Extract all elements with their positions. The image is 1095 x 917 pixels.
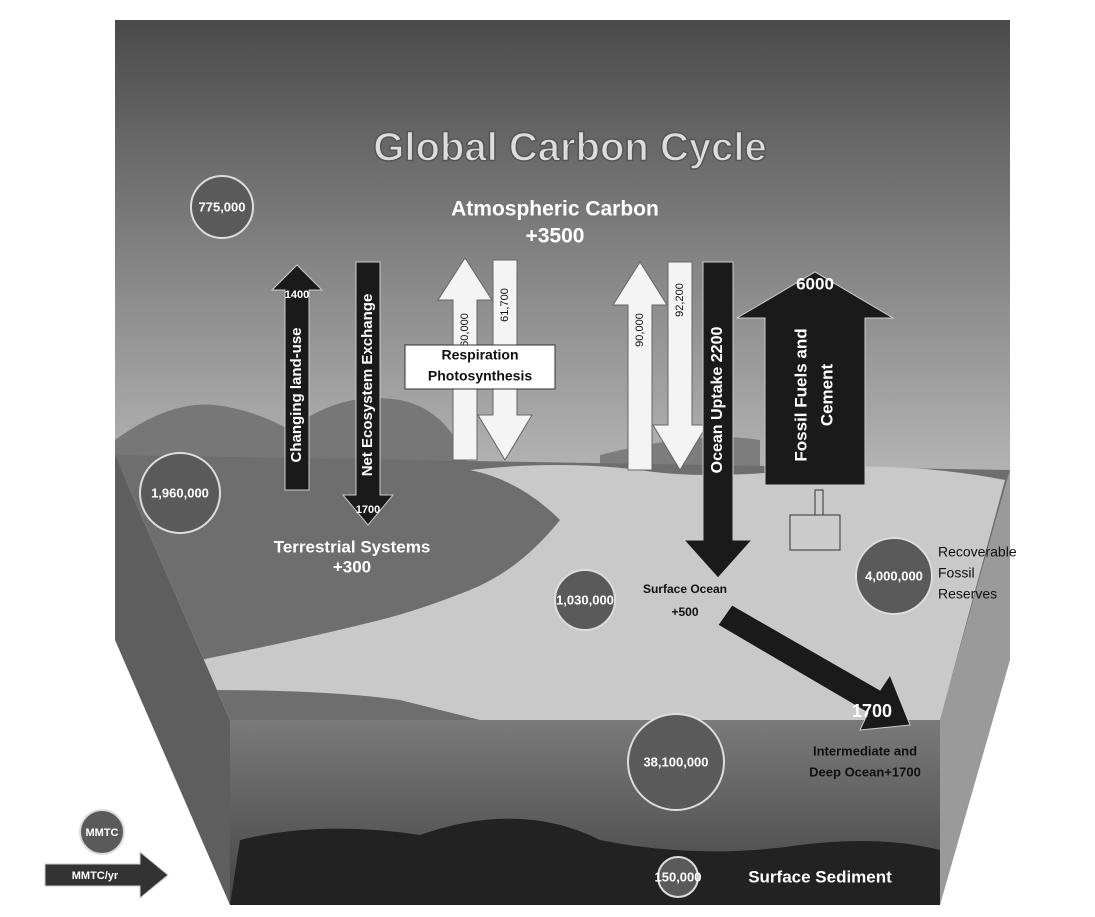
diagram: Global Carbon Cycle Atmospheric Carbon +… xyxy=(0,0,1095,917)
legend-flux: MMTC/yr xyxy=(72,870,119,882)
deep-ocean-amount: 38,100,000 xyxy=(643,754,708,769)
fossil-fuel-label-2: Cement xyxy=(817,363,836,426)
sky xyxy=(115,20,1010,480)
surface-ocean-label: Surface Ocean xyxy=(643,582,727,596)
photo-label: Photosynthesis xyxy=(428,368,532,384)
deep-ocean-label-2: Deep Ocean+1700 xyxy=(809,764,921,779)
surface-ocean-amount: 1,030,000 xyxy=(556,592,614,607)
title: Global Carbon Cycle xyxy=(373,126,766,170)
atmosphere-change: +3500 xyxy=(526,225,585,248)
sediment-amount: 150,000 xyxy=(655,869,702,884)
terrestrial-label: Terrestrial Systems xyxy=(274,537,431,556)
chimney xyxy=(815,490,823,515)
fossil-fuel-value: 6000 xyxy=(796,274,834,293)
vegetation-amount: 775,000 xyxy=(199,199,246,214)
nee-value: 1700 xyxy=(356,504,380,516)
fossil-label-1: Recoverable xyxy=(938,544,1017,560)
fossil-label-2: Fossil xyxy=(938,565,975,581)
sediment-label: Surface Sediment xyxy=(748,867,892,886)
nee-label: Net Ecosystem Exchange xyxy=(359,294,376,477)
terrestrial-change: +300 xyxy=(333,557,371,576)
page: Global Carbon Cycle {"title": "Global Ca… xyxy=(0,0,1095,917)
body: Global Carbon Cycle Atmospheric Carbon +… xyxy=(0,0,1095,917)
resp-label: Respiration xyxy=(441,347,518,363)
fossil-fuel-label-1: Fossil Fuels and xyxy=(791,328,810,461)
land-use-value: 1400 xyxy=(285,289,309,301)
fossil-amount: 4,000,000 xyxy=(865,568,923,583)
deep-export-value: 1700 xyxy=(852,701,892,721)
factory xyxy=(790,515,840,550)
surface-ocean-change: +500 xyxy=(671,605,698,619)
fossil-label-3: Reserves xyxy=(938,586,997,602)
respiration-value: 60,000 xyxy=(459,313,471,347)
atmosphere-label: Atmospheric Carbon xyxy=(451,198,659,221)
ocean-uptake-label: Ocean Uptake 2200 xyxy=(709,327,726,474)
deep-ocean-label-1: Intermediate and xyxy=(813,743,917,758)
legend-pool: MMTC xyxy=(86,827,119,839)
photosynthesis-value: 61,700 xyxy=(499,288,511,322)
soil-amount: 1,960,000 xyxy=(151,485,209,500)
ocean-out-value: 90,000 xyxy=(634,313,646,347)
ocean-in-value: 92,200 xyxy=(674,283,686,317)
land-use-label: Changing land-use xyxy=(288,328,305,463)
